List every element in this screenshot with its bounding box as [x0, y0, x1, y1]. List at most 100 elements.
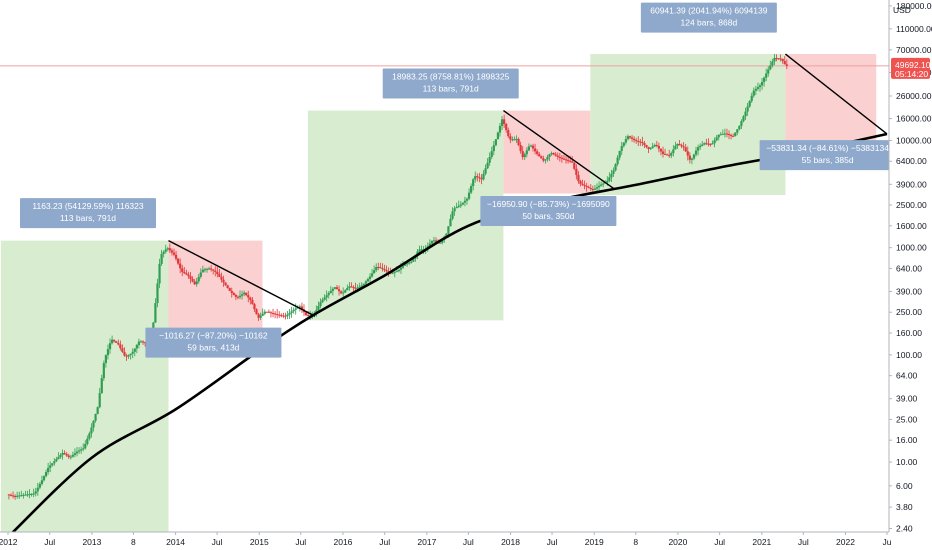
x-tick-label-4: 2014: [166, 537, 185, 547]
candle-body-303: [633, 138, 636, 141]
x-tick-label-21: Ju: [883, 537, 892, 547]
candle-body-319: [666, 154, 669, 156]
candle-body-281: [587, 187, 590, 189]
candle-body-196: [412, 258, 415, 262]
candle-body-246: [515, 139, 518, 141]
candle-body-255: [533, 148, 537, 152]
candle-body-206: [432, 240, 436, 242]
candle-body-24: [57, 457, 60, 460]
y-tick-label-8: 3900.00: [896, 179, 927, 189]
candle-body-344: [717, 134, 720, 138]
measure-label-line-4-0: 60941.39 (2041.94%) 6094139: [650, 6, 767, 16]
candle-body-100: [214, 270, 217, 272]
candle-body-153: [323, 297, 326, 300]
loss-range-5: [785, 54, 877, 141]
candle-body-40: [90, 427, 93, 434]
x-tick-label-15: 8: [633, 537, 638, 547]
y-tick-label-17: 64.00: [896, 371, 918, 381]
candle-body-298: [622, 142, 625, 147]
candle-body-168: [354, 287, 357, 289]
candle-body-37: [84, 443, 87, 449]
candle-body-166: [350, 286, 353, 288]
candle-body-62: [135, 345, 138, 349]
candle-body-250: [523, 154, 526, 158]
candle-body-290: [606, 180, 609, 183]
candle-body-195: [410, 261, 413, 263]
candle-body-293: [612, 170, 615, 174]
candle-body-23: [55, 459, 58, 462]
measure-label-line-3-1: 50 bars, 350d: [522, 211, 574, 221]
candle-body-127: [269, 312, 273, 314]
candle-body-251: [525, 150, 528, 155]
candle-body-212: [445, 233, 448, 237]
candle-body-54: [119, 344, 122, 349]
candle-body-373: [777, 58, 780, 60]
measure-label-line-3-0: −16950.90 (−85.73%) −1695090: [487, 199, 610, 209]
candle-body-46: [102, 363, 105, 379]
measure-label-4: 60941.39 (2041.94%) 6094139 124 bars, 868…: [640, 2, 777, 33]
x-tick-label-7: Jul: [295, 537, 306, 547]
candle-body-231: [484, 168, 487, 174]
measure-label-line-2-0: 18983.25 (8758.81%) 1898325: [392, 71, 509, 81]
candle-body-352: [734, 132, 737, 137]
candle-body-113: [240, 294, 244, 296]
candle-body-151: [319, 302, 322, 307]
candle-body-56: [123, 351, 126, 356]
candle-body-159: [335, 287, 339, 290]
candle-body-335: [699, 145, 702, 148]
candle-body-120: [255, 309, 258, 315]
candle-body-152: [321, 299, 324, 303]
candle-body-73: [158, 263, 161, 284]
candle-body-200: [420, 249, 423, 251]
y-tick-label-5: 16000.00: [896, 114, 932, 124]
candle-body-333: [694, 150, 698, 155]
measure-label-line-1-0: −1016.27 (−87.20%) −10162: [159, 331, 268, 341]
x-tick-label-14: 2019: [585, 537, 604, 547]
candle-body-169: [356, 287, 359, 289]
current-price-value: 49692.10: [895, 60, 931, 70]
candle-body-175: [368, 276, 372, 279]
measure-label-0: 1163.23 (54129.59%) 116323 113 bars, 791d: [20, 198, 157, 229]
candle-body-125: [265, 311, 268, 313]
candle-body-315: [657, 145, 660, 149]
candle-body-174: [366, 278, 370, 282]
candle-body-84: [181, 268, 184, 272]
candle-body-207: [434, 240, 438, 242]
candle-body-121: [257, 314, 260, 318]
candle-body-363: [756, 87, 760, 89]
candle-body-75: [162, 251, 165, 254]
candle-body-339: [707, 143, 710, 145]
candle-body-83: [179, 263, 182, 269]
candle-body-198: [416, 251, 419, 256]
candle-body-61: [133, 348, 136, 352]
candle-body-129: [273, 313, 277, 315]
candle-body-234: [490, 151, 493, 157]
candle-body-194: [408, 262, 411, 264]
candle-body-134: [284, 315, 287, 317]
candle-body-117: [249, 297, 252, 300]
candle-body-86: [185, 273, 188, 275]
y-tick-label-0: 180000.00: [896, 1, 932, 11]
y-tick-label-13: 390.00: [896, 287, 922, 297]
candle-body-299: [624, 139, 627, 143]
candle-body-291: [608, 177, 611, 181]
y-tick-label-15: 160.00: [896, 328, 922, 338]
loss-range-3: [503, 110, 591, 194]
candle-body-362: [754, 88, 757, 91]
candle-body-43: [96, 407, 99, 415]
candle-body-334: [696, 147, 700, 151]
candle-body-192: [403, 264, 407, 266]
candle-body-342: [713, 140, 716, 144]
y-tick-label-16: 100.00: [896, 350, 922, 360]
candle-body-242: [507, 130, 510, 137]
candle-body-85: [183, 271, 186, 274]
candle-body-12: [32, 493, 35, 495]
candle-body-96: [205, 268, 209, 270]
candle-body-365: [760, 81, 764, 86]
candle-body-309: [645, 144, 648, 147]
candle-body-157: [331, 288, 334, 291]
candle-body-155: [327, 293, 330, 296]
measure-label-box-0: [20, 198, 157, 229]
